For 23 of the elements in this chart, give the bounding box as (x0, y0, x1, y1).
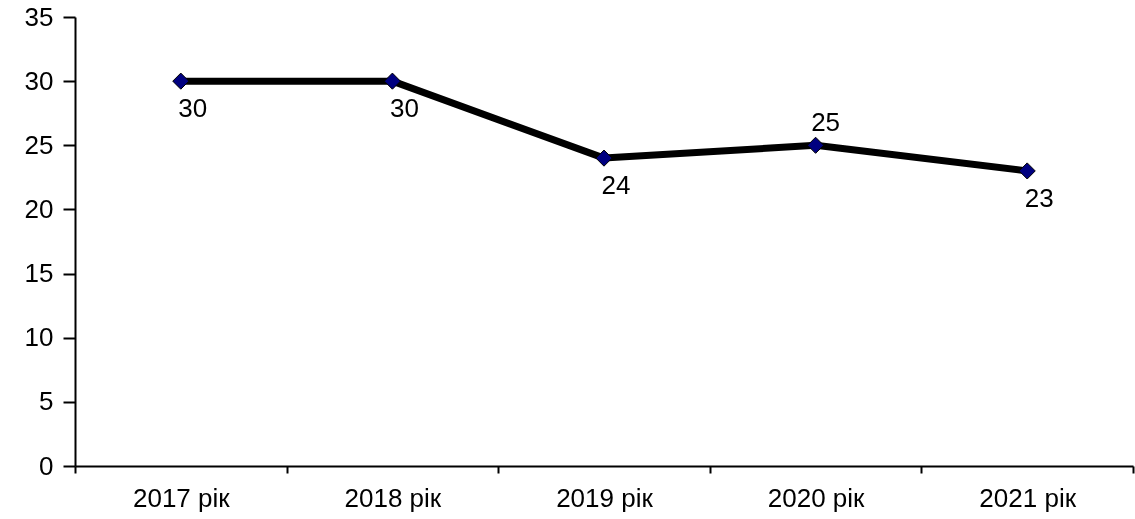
y-tick-label: 15 (24, 258, 54, 289)
x-tick-label: 2018 рік (344, 482, 442, 513)
data-label: 30 (178, 93, 208, 124)
data-label: 24 (601, 170, 631, 201)
x-tick-label: 2021 рік (979, 482, 1077, 513)
point (383, 72, 401, 90)
x-tick-label: 2019 рік (556, 482, 654, 513)
point (172, 72, 190, 90)
data-label: 23 (1024, 182, 1054, 213)
point (1018, 162, 1036, 180)
y-tick-label: 5 (39, 386, 54, 417)
x-tick-label: 2017 рік (132, 482, 231, 513)
y-tick-label: 35 (24, 1, 54, 32)
y-tick-label: 25 (24, 129, 54, 160)
point (807, 136, 825, 154)
y-tick-label: 10 (24, 322, 54, 353)
data-label: 25 (811, 107, 841, 138)
y-tick-label: 30 (24, 65, 54, 96)
y-tick-label: 20 (24, 193, 54, 224)
data-label: 30 (389, 93, 419, 124)
point (595, 149, 613, 167)
x-tick-label: 2020 рік (767, 482, 866, 513)
y-tick-label: 0 (39, 450, 54, 481)
